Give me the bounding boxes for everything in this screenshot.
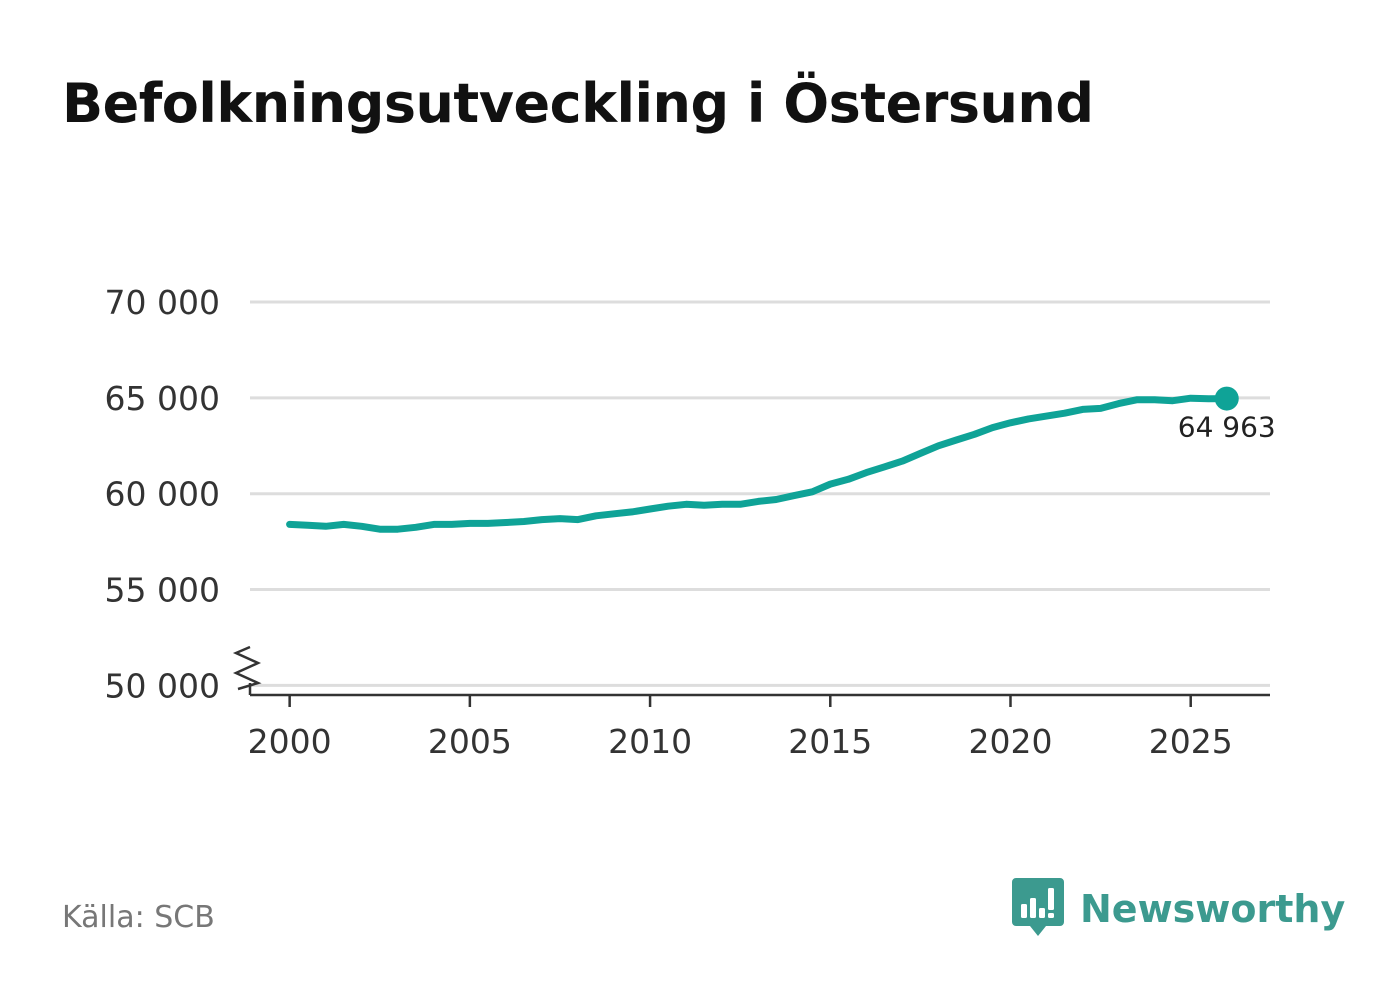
- x-tick-label: 2015: [788, 722, 872, 761]
- tick-labels: 50 000 55 000 60 000 65 000 70 000 2000 2005 20…: [105, 283, 1233, 761]
- page-title: Befolkningsutveckling i Östersund: [62, 72, 1094, 135]
- axes: [232, 645, 1270, 707]
- series-layer: 64 963: [286, 386, 1276, 533]
- axis-break-marker: [232, 645, 262, 691]
- newsworthy-logo[interactable]: Newsworthy: [1012, 878, 1345, 940]
- brand-name: Newsworthy: [1080, 887, 1346, 931]
- x-tick-label: 2025: [1149, 722, 1233, 761]
- y-tick-label: 60 000: [105, 475, 220, 514]
- series-line-befolkning: [286, 394, 1231, 533]
- y-tick-label: 50 000: [105, 666, 220, 705]
- gridlines: [250, 300, 1270, 687]
- x-tick-label: 2005: [428, 722, 512, 761]
- y-tick-label: 70 000: [105, 283, 220, 322]
- y-tick-label: 55 000: [105, 571, 220, 610]
- x-tick-label: 2020: [969, 722, 1053, 761]
- source-note: Källa: SCB: [62, 900, 215, 935]
- x-tick-label: 2010: [608, 722, 692, 761]
- end-point-marker: [1214, 386, 1239, 411]
- x-tick-label: 2000: [248, 722, 332, 761]
- bar-chart-speech-bubble-icon: [1012, 878, 1064, 936]
- end-value-label: 64 963: [1178, 411, 1276, 444]
- y-tick-label: 65 000: [105, 379, 220, 418]
